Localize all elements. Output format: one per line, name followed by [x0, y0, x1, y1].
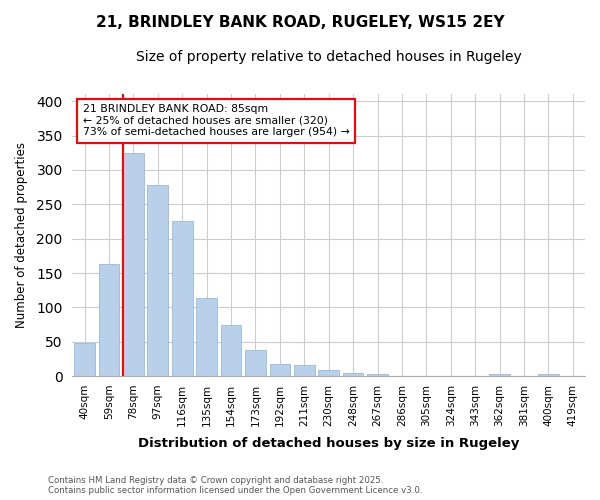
Bar [172, 222, 193, 376]
Bar [98, 264, 119, 376]
Title: Size of property relative to detached houses in Rugeley: Size of property relative to detached ho… [136, 50, 521, 64]
Y-axis label: Number of detached properties: Number of detached properties [15, 142, 28, 328]
Bar [343, 372, 364, 376]
Bar [319, 370, 339, 376]
Bar [489, 374, 510, 376]
Bar [74, 343, 95, 376]
Bar [538, 374, 559, 376]
Text: 21, BRINDLEY BANK ROAD, RUGELEY, WS15 2EY: 21, BRINDLEY BANK ROAD, RUGELEY, WS15 2E… [95, 15, 505, 30]
Bar [367, 374, 388, 376]
Text: Contains HM Land Registry data © Crown copyright and database right 2025.
Contai: Contains HM Land Registry data © Crown c… [48, 476, 422, 495]
Bar [245, 350, 266, 376]
Bar [269, 364, 290, 376]
Bar [294, 365, 314, 376]
Bar [196, 298, 217, 376]
Bar [123, 153, 144, 376]
Bar [148, 185, 168, 376]
Text: 21 BRINDLEY BANK ROAD: 85sqm
← 25% of detached houses are smaller (320)
73% of s: 21 BRINDLEY BANK ROAD: 85sqm ← 25% of de… [83, 104, 349, 138]
Bar [221, 324, 241, 376]
X-axis label: Distribution of detached houses by size in Rugeley: Distribution of detached houses by size … [138, 437, 520, 450]
